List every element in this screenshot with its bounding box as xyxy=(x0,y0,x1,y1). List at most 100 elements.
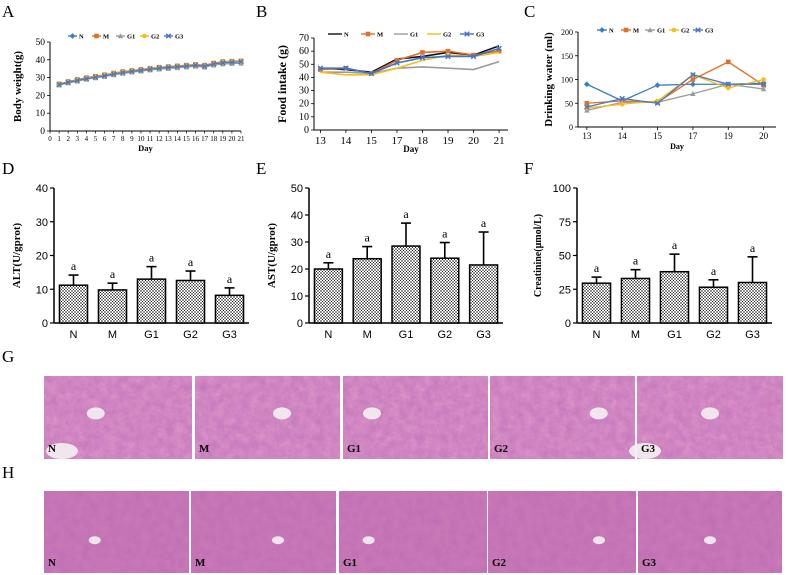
data-point-G3 xyxy=(760,81,767,88)
x-tick-label: 6 xyxy=(103,135,107,143)
y-axis-title: AST(U/gprot) xyxy=(266,223,278,289)
x-tick-label: 8 xyxy=(121,135,125,143)
data-point-M xyxy=(584,100,590,106)
bar-G1 xyxy=(136,278,167,324)
x-tick-label: 1 xyxy=(57,135,61,143)
data-point-M xyxy=(690,77,696,82)
sig-letter-G1: a xyxy=(403,207,409,221)
data-point-G3 xyxy=(92,74,99,81)
y-tick-label: 40 xyxy=(36,183,48,195)
histology-row-g: N M G1 G2 G3 xyxy=(44,376,783,459)
y-tick-label: 25 xyxy=(559,284,571,296)
sig-letter-N: a xyxy=(594,261,600,275)
legend-marker-M xyxy=(94,33,99,39)
y-tick-label: 40 xyxy=(291,210,303,222)
legend-label-G2: G2 xyxy=(443,31,451,38)
y-axis-title: Drinking water (ml) xyxy=(543,32,555,127)
histology-label-H-N: N xyxy=(48,557,56,569)
legend-marker-N xyxy=(69,33,76,39)
sig-letter-N: a xyxy=(71,259,77,273)
legend: N M G1 G2 G3 xyxy=(68,33,184,40)
x-tick-label-G1: G1 xyxy=(667,329,682,341)
x-tick-label: 21 xyxy=(238,135,246,143)
blood-vessel xyxy=(273,407,291,420)
y-tick-label: 10 xyxy=(36,284,48,296)
chart-drinking-water: 0 50 100 150 200 13 14 15 17 19 20 Day Drinking wate… xyxy=(543,27,776,151)
data-point-G2 xyxy=(619,101,625,107)
data-point-G3 xyxy=(690,71,696,78)
data-point-N xyxy=(583,81,590,88)
x-tick-label: 14 xyxy=(618,131,628,141)
data-point-N xyxy=(690,81,696,88)
data-point-G3 xyxy=(65,79,71,86)
data-point-G3 xyxy=(101,73,108,79)
legend: N M G1 G2 G3 xyxy=(328,31,485,38)
y-tick-label: 10 xyxy=(36,109,46,119)
x-tick-label: 15 xyxy=(653,131,663,141)
data-point-M xyxy=(420,50,425,55)
x-tick-label: 20 xyxy=(468,135,480,147)
blood-vessel xyxy=(363,407,381,420)
legend-label-G2: G2 xyxy=(681,27,689,34)
blood-vessel xyxy=(704,536,716,545)
panel-letter-d: D xyxy=(2,159,14,178)
data-point-G3 xyxy=(147,66,153,73)
histology-row-h: N M G1 G2 G3 xyxy=(44,491,782,573)
bar-G2 xyxy=(175,279,206,324)
x-tick-label: 14 xyxy=(340,135,352,147)
data-point-G3 xyxy=(192,62,199,69)
data-point-G3 xyxy=(654,100,661,107)
y-tick-label: 100 xyxy=(553,183,571,195)
series-line-G1 xyxy=(320,60,500,75)
bar-N xyxy=(58,284,89,324)
data-point-G2 xyxy=(761,77,766,82)
x-tick-label: 17 xyxy=(201,135,209,143)
legend-marker-G2 xyxy=(671,27,677,33)
x-tick-label-G2: G2 xyxy=(437,329,452,341)
histology-label-H-M: M xyxy=(195,557,206,569)
data-point-G3 xyxy=(119,69,126,76)
legend-marker-G3 xyxy=(695,27,701,33)
x-tick-label: 15 xyxy=(183,135,191,143)
data-point-G3 xyxy=(183,63,190,69)
legend-label-N: N xyxy=(344,31,349,38)
bar-N xyxy=(581,282,612,324)
legend-marker-G3 xyxy=(165,33,172,39)
legend-marker-M xyxy=(365,31,371,37)
histology-panel-H-G2: G2 xyxy=(488,491,636,573)
data-point-G3 xyxy=(445,53,451,60)
series-line-G3 xyxy=(320,47,500,75)
histology-panel-H-G3: G3 xyxy=(638,491,782,573)
data-point-M xyxy=(445,48,451,54)
bar-G2 xyxy=(430,257,460,324)
blood-vessel xyxy=(86,407,105,420)
x-tick-label-G1: G1 xyxy=(399,329,414,341)
blood-vessel xyxy=(701,407,719,420)
legend-label-N: N xyxy=(79,33,84,40)
x-tick-label-N: N xyxy=(324,329,332,341)
x-tick-label: 19 xyxy=(219,135,227,143)
bar-M xyxy=(620,277,651,324)
legend-label-G3: G3 xyxy=(705,27,714,34)
sig-letter-G1: a xyxy=(672,238,678,252)
legend-label-G3: G3 xyxy=(175,33,184,40)
x-tick-label: 16 xyxy=(192,135,200,143)
panel-letter-g: G xyxy=(2,347,14,366)
blood-vessel xyxy=(88,536,101,545)
sig-letter-G3: a xyxy=(227,272,233,286)
x-tick-label: 12 xyxy=(156,135,164,143)
x-axis-title: Day xyxy=(138,143,153,153)
data-point-G3 xyxy=(156,65,162,71)
legend-label-M: M xyxy=(103,33,109,40)
y-axis-title: ALT(U/gprot) xyxy=(11,222,23,288)
panel-letter-h: H xyxy=(2,463,14,482)
bar-G1 xyxy=(659,270,690,324)
tissue-grain xyxy=(490,376,635,459)
tissue-grain xyxy=(339,491,487,573)
bar-N xyxy=(313,268,344,324)
data-point-M xyxy=(496,48,502,54)
sig-letter-G1: a xyxy=(149,251,155,265)
histology-label-H-G2: G2 xyxy=(492,557,507,569)
histology-panel-G-N: N xyxy=(44,376,192,459)
